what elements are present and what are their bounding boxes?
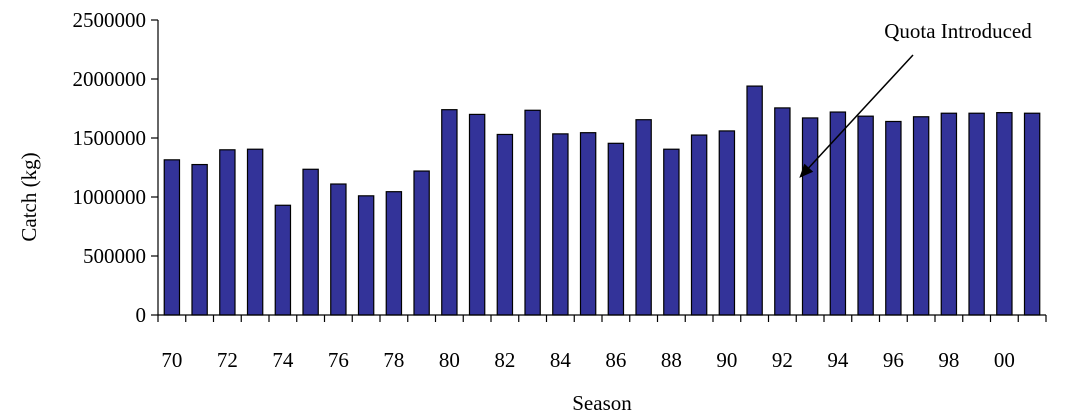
bar-70 — [163, 159, 181, 316]
bar-97 — [912, 116, 930, 316]
x-tick-label-78: 78 — [383, 348, 404, 372]
bar-92 — [774, 107, 791, 316]
bar-80 — [441, 109, 458, 316]
bar-00 — [996, 112, 1013, 316]
bar-84 — [552, 133, 569, 316]
y-tick-label-500000: 500000 — [83, 244, 146, 268]
bar-71 — [191, 163, 208, 316]
annotation-quota-introduced: Quota Introduced — [884, 19, 1032, 43]
x-tick-label-84: 84 — [550, 348, 572, 372]
bar-74 — [274, 204, 292, 316]
bar-79 — [413, 170, 430, 316]
y-tick-label-1000000: 1000000 — [73, 185, 147, 209]
bar-01 — [1023, 112, 1041, 316]
x-tick-label-80: 80 — [439, 348, 460, 372]
annotation-arrow-head — [799, 163, 814, 178]
y-tick-label-0: 0 — [136, 303, 147, 327]
x-tick-label-96: 96 — [883, 348, 904, 372]
y-tick-label-1500000: 1500000 — [73, 126, 147, 150]
x-tick-label-82: 82 — [494, 348, 515, 372]
bar-91 — [746, 85, 763, 316]
annotation-arrow-line — [808, 54, 914, 169]
x-axis-title: Season — [572, 391, 632, 415]
x-tick-label-98: 98 — [938, 348, 959, 372]
x-axis: 70 72 74 76 78 80 82 84 86 88 90 92 94 96 98 00 — [157, 314, 1047, 372]
bar-87 — [635, 119, 652, 316]
y-axis-title: Catch (kg) — [17, 152, 41, 241]
y-tick-label-2500000: 2500000 — [73, 8, 147, 32]
x-tick-label-72: 72 — [217, 348, 238, 372]
x-tick-label-76: 76 — [328, 348, 349, 372]
x-tick-label-90: 90 — [716, 348, 737, 372]
bar-90 — [718, 130, 736, 316]
bar-98 — [940, 112, 958, 316]
y-axis: 0 500000 1000000 1500000 2000000 2500000 — [73, 8, 159, 327]
x-tick-label-70: 70 — [161, 348, 182, 372]
bar-93 — [801, 117, 819, 316]
bars-group — [163, 85, 1041, 316]
bar-95 — [857, 115, 874, 316]
bar-72 — [219, 149, 236, 316]
bar-86 — [607, 142, 625, 316]
bar-77 — [357, 195, 375, 316]
bar-81 — [468, 113, 486, 316]
bar-96 — [885, 120, 902, 316]
annotation-group: Quota Introduced — [799, 19, 1032, 178]
bar-89 — [690, 134, 708, 316]
x-tick-label-74: 74 — [272, 348, 294, 372]
x-tick-label-88: 88 — [661, 348, 682, 372]
x-tick-label-94: 94 — [827, 348, 849, 372]
y-tick-label-2000000: 2000000 — [73, 67, 147, 91]
bar-88 — [663, 148, 680, 316]
bar-76 — [330, 183, 347, 316]
bar-75 — [302, 168, 319, 316]
x-tick-label-00: 00 — [994, 348, 1015, 372]
bar-85 — [579, 132, 597, 316]
bar-99 — [968, 112, 985, 316]
bar-83 — [524, 109, 541, 316]
bar-82 — [496, 133, 514, 316]
bar-78 — [385, 191, 403, 316]
bar-73 — [246, 148, 264, 316]
x-tick-label-86: 86 — [605, 348, 626, 372]
x-tick-label-92: 92 — [772, 348, 793, 372]
